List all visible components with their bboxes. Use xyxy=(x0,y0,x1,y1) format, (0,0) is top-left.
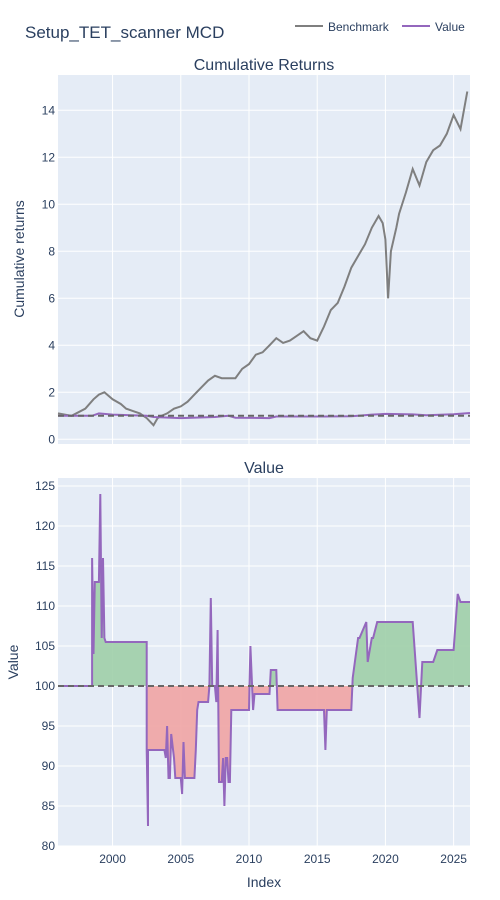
y-tick-label-85: 85 xyxy=(42,799,56,813)
value-fill-below xyxy=(253,670,271,710)
bottom-y-tick-labels: 80 85 90 95 100 105 110 115 120 125 xyxy=(35,479,55,853)
y-tick-label-8: 8 xyxy=(48,244,55,258)
y-tick-label-10: 10 xyxy=(42,197,56,211)
y-tick-label-2: 2 xyxy=(48,385,55,399)
x-tick-labels: 2000 2005 2010 2015 2020 2025 xyxy=(99,852,467,866)
y-tick-label-110: 110 xyxy=(36,599,55,613)
value-fill-above xyxy=(352,622,420,718)
x-tick-label-2000: 2000 xyxy=(99,852,126,866)
x-tick-label-2020: 2020 xyxy=(372,852,399,866)
value-fill-below xyxy=(146,686,210,826)
bottom-subplot-title: Value xyxy=(244,460,284,477)
top-y-axis-label: Cumulative returns xyxy=(11,200,27,318)
x-axis-label: Index xyxy=(247,874,281,890)
y-tick-label-0: 0 xyxy=(48,432,55,446)
y-tick-label-100: 100 xyxy=(35,679,55,693)
top-y-tick-labels: 0 2 4 6 8 10 12 14 xyxy=(42,103,56,446)
y-tick-label-14: 14 xyxy=(42,103,56,117)
top-series xyxy=(57,91,471,427)
y-tick-label-125: 125 xyxy=(35,479,55,493)
y-tick-label-115: 115 xyxy=(36,559,55,573)
y-tick-label-4: 4 xyxy=(48,338,55,352)
y-tick-label-90: 90 xyxy=(42,759,56,773)
y-tick-label-95: 95 xyxy=(42,719,56,733)
value-fill-below xyxy=(277,678,353,750)
legend-benchmark-label[interactable]: Benchmark xyxy=(328,20,390,34)
bottom-y-axis-label: Value xyxy=(5,644,21,679)
y-tick-label-12: 12 xyxy=(42,150,56,164)
top-subplot-title: Cumulative Returns xyxy=(194,57,335,74)
value-fill-above xyxy=(422,594,470,686)
x-tick-label-2005: 2005 xyxy=(167,852,194,866)
top-plot-area[interactable] xyxy=(58,75,470,444)
legend-value-label[interactable]: Value xyxy=(435,20,465,34)
y-tick-label-6: 6 xyxy=(48,291,55,305)
series-value-line xyxy=(58,493,470,827)
y-tick-label-105: 105 xyxy=(35,639,55,653)
legend[interactable]: Benchmark Value xyxy=(295,20,465,34)
figure-title: Setup_TET_scanner MCD xyxy=(25,23,224,42)
x-tick-label-2015: 2015 xyxy=(304,852,331,866)
bottom-series xyxy=(58,493,470,827)
y-tick-label-120: 120 xyxy=(35,519,55,533)
y-tick-label-80: 80 xyxy=(42,839,56,853)
x-tick-label-2010: 2010 xyxy=(236,852,263,866)
cumulative-returns-panel[interactable]: Cumulative Returns 0 2 4 6 8 10 12 14 Cumulativ… xyxy=(11,57,471,446)
x-tick-label-2025: 2025 xyxy=(440,852,467,866)
